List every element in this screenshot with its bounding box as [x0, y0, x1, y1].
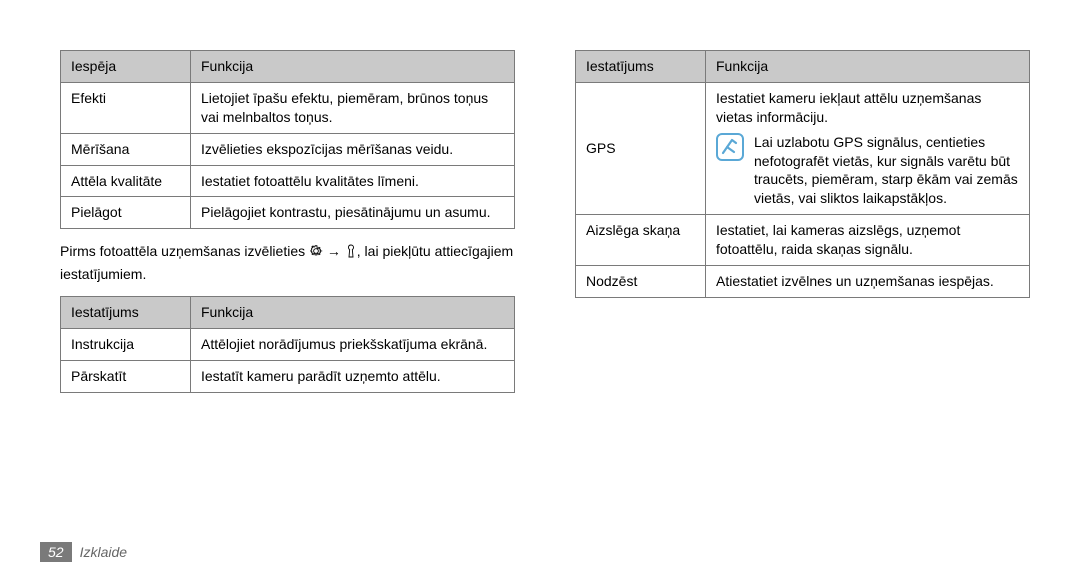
settings-table: Iestatījums Funkcija InstrukcijaAttēloji… [60, 296, 515, 393]
th-function: Funkcija [191, 51, 515, 83]
th-function: Funkcija [706, 51, 1030, 83]
gps-note-text: Lai uzlabotu GPS signālus, centieties ne… [754, 133, 1019, 209]
note-block: Lai uzlabotu GPS signālus, centieties ne… [716, 133, 1019, 209]
page-number: 52 [40, 542, 72, 562]
gear-icon [309, 243, 323, 263]
settings-table-2: Iestatījums Funkcija GPS Iestatiet kamer… [575, 50, 1030, 298]
table-row: PielāgotPielāgojiet kontrastu, piesātinā… [61, 197, 515, 229]
gps-intro: Iestatiet kameru iekļaut attēlu uzņemšan… [716, 89, 1019, 127]
table-row: Attēla kvalitāteIestatiet fotoattēlu kva… [61, 165, 515, 197]
table-row: InstrukcijaAttēlojiet norādījumus priekš… [61, 328, 515, 360]
right-column: Iestatījums Funkcija GPS Iestatiet kamer… [575, 50, 1030, 405]
note-icon [716, 133, 744, 166]
table-row: MērīšanaIzvēlieties ekspozīcijas mērīšan… [61, 133, 515, 165]
gps-label: GPS [576, 82, 706, 214]
th-function: Funkcija [191, 296, 515, 328]
instruction-text: Pirms fotoattēla uzņemšanas izvēlieties … [60, 241, 515, 284]
footer-section-label: Izklaide [80, 544, 127, 560]
text-fragment: Pirms fotoattēla uzņemšanas izvēlieties [60, 243, 309, 259]
text-fragment: → [323, 243, 345, 259]
table-row: PārskatītIestatīt kameru parādīt uzņemto… [61, 360, 515, 392]
th-setting: Iestatījums [576, 51, 706, 83]
th-setting: Iestatījums [61, 296, 191, 328]
options-table: Iespēja Funkcija EfektiLietojiet īpašu e… [60, 50, 515, 229]
left-column: Iespēja Funkcija EfektiLietojiet īpašu e… [60, 50, 515, 405]
page-footer: 52 Izklaide [40, 542, 127, 562]
table-row: EfektiLietojiet īpašu efektu, piemēram, … [61, 82, 515, 133]
table-row: Aizslēga skaņaIestatiet, lai kameras aiz… [576, 215, 1030, 266]
table-row-gps: GPS Iestatiet kameru iekļaut attēlu uzņe… [576, 82, 1030, 214]
tool-icon [345, 243, 357, 263]
table-row: NodzēstAtiestatiet izvēlnes un uzņemšana… [576, 266, 1030, 298]
th-option: Iespēja [61, 51, 191, 83]
